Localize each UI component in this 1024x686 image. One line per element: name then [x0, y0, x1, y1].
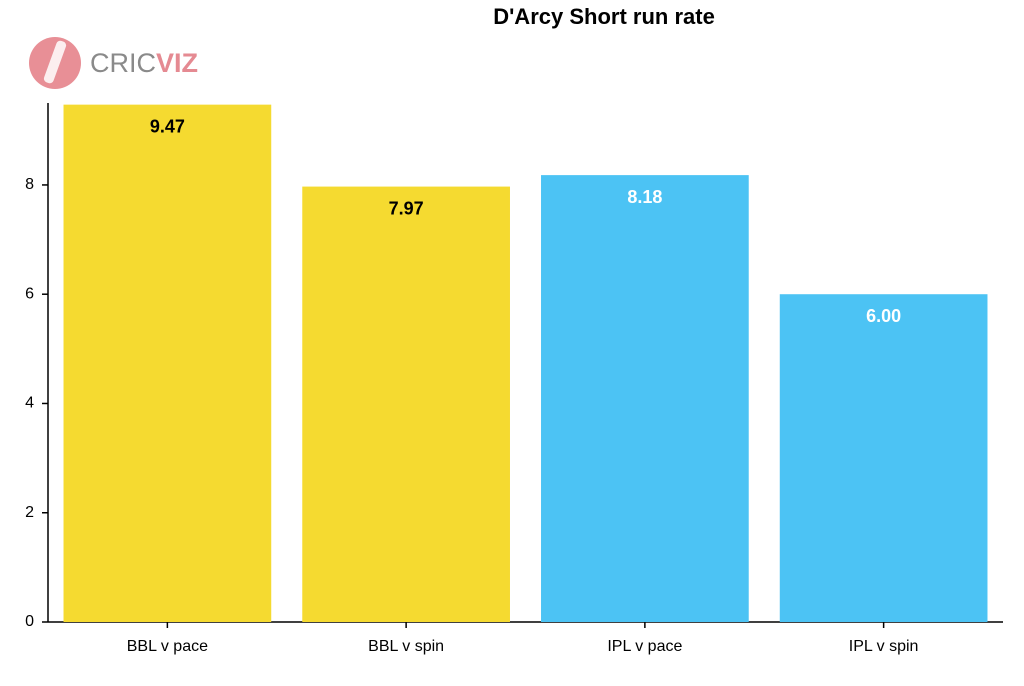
x-tick-label: BBL v spin — [368, 638, 444, 655]
logo-text-part: VIZ — [156, 48, 198, 78]
y-tick-label: 8 — [25, 176, 34, 193]
logo-text-part: CRIC — [90, 48, 156, 78]
x-tick-label: BBL v pace — [127, 638, 208, 655]
logo-text: CRICVIZ — [90, 48, 198, 78]
y-tick-label: 0 — [25, 613, 34, 630]
value-label: 6.00 — [866, 306, 901, 326]
bar — [779, 294, 988, 622]
value-label: 8.18 — [627, 187, 662, 207]
bar — [63, 104, 272, 623]
value-label: 7.97 — [389, 198, 424, 218]
logo: CRICVIZ — [29, 37, 198, 89]
y-tick-label: 4 — [25, 395, 34, 412]
chart-title: D'Arcy Short run rate — [493, 4, 715, 29]
x-tick-label: IPL v pace — [607, 638, 682, 655]
bar — [302, 186, 510, 623]
x-tick-label: IPL v spin — [849, 638, 919, 655]
bar — [541, 175, 749, 622]
y-tick-label: 2 — [25, 504, 34, 521]
y-tick-label: 6 — [25, 285, 34, 302]
value-label: 9.47 — [150, 116, 185, 136]
logo-bat — [43, 40, 67, 84]
